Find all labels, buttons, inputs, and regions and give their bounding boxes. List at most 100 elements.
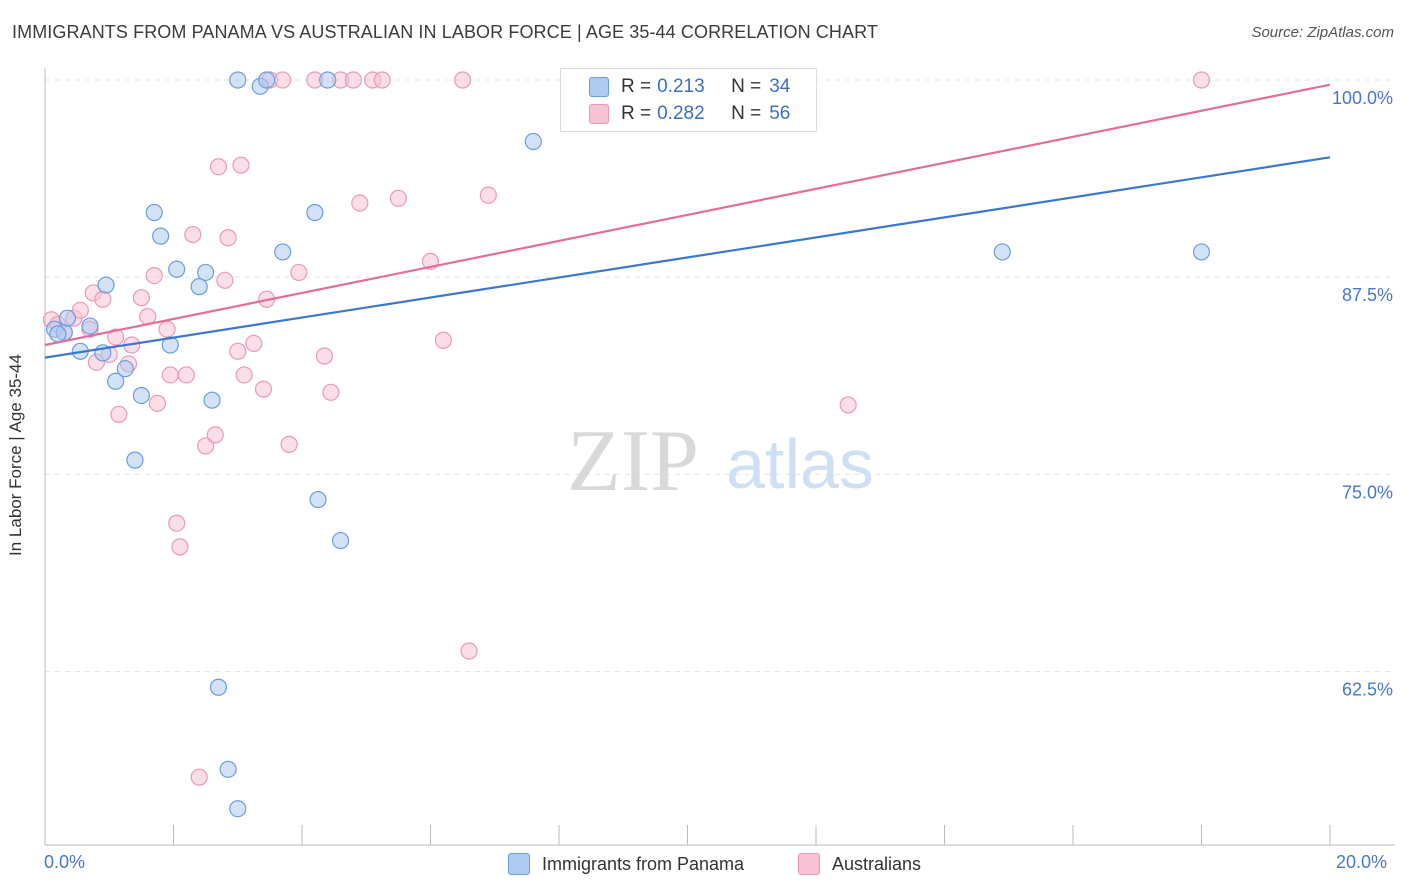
australians-point: [229, 342, 247, 360]
australians-point: [389, 189, 407, 207]
y-tick-label: 100.0%: [1332, 88, 1393, 108]
legend-n-value: 56: [769, 103, 791, 124]
australians-point: [344, 71, 362, 89]
australians-point: [107, 328, 125, 346]
legend-row-panama: R = 0.213 N = 34: [589, 75, 790, 99]
panama-point: [107, 372, 125, 390]
australians-point: [197, 437, 215, 455]
australians-point: [322, 383, 340, 401]
panama-point: [274, 243, 292, 261]
legend-n-label: N =: [731, 103, 762, 124]
bottom-legend-swatch-blue: [508, 853, 530, 875]
panama-point: [97, 276, 115, 294]
australians-point: [171, 538, 189, 556]
panama-point: [168, 260, 186, 278]
panama-point: [197, 263, 215, 282]
australians-point: [839, 396, 857, 414]
y-tick-label: 62.5%: [1342, 679, 1393, 699]
australians-points: [42, 71, 1211, 786]
australians-point: [280, 435, 298, 453]
panama-point: [126, 451, 144, 469]
australians-point: [168, 514, 186, 532]
bottom-legend-label: Immigrants from Panama: [542, 853, 745, 874]
panama-point: [152, 227, 170, 245]
legend-r-label: R =: [621, 76, 652, 97]
legend-n-value: 34: [769, 76, 791, 97]
bottom-legend-swatch-pink: [798, 853, 820, 875]
y-tick-label: 75.0%: [1342, 482, 1393, 502]
australians-point: [351, 194, 369, 212]
panama-point: [49, 325, 67, 343]
panama-point: [319, 71, 337, 89]
source-credit: Source: ZipAtlas.com: [1251, 24, 1394, 41]
australians-point: [315, 347, 334, 365]
legend-swatch-pink: [589, 104, 609, 124]
australians-point: [145, 266, 163, 285]
bottom-legend-label: Australians: [832, 853, 922, 874]
chart-title: IMMIGRANTS FROM PANAMA VS AUSTRALIAN IN …: [12, 22, 878, 42]
bottom-legend-australians: Australians: [798, 852, 921, 876]
watermark-atlas: atlas: [726, 425, 874, 503]
australians-point: [434, 331, 452, 349]
australians-point: [454, 71, 472, 89]
australians-point: [148, 394, 167, 412]
legend-row-australians: R = 0.282 N = 56: [589, 102, 790, 126]
australians-point: [71, 301, 89, 319]
panama-point: [58, 309, 77, 327]
australians-point: [232, 156, 250, 174]
axes: [44, 68, 1395, 846]
panama-point: [203, 391, 221, 409]
legend-r-value: 0.282: [657, 103, 705, 124]
australians-point: [184, 225, 202, 244]
legend-swatch-blue: [589, 77, 609, 97]
panama-point: [81, 317, 99, 335]
australians-point: [290, 263, 308, 282]
australians-point: [94, 290, 112, 308]
australians-point: [479, 186, 497, 204]
australians-point: [177, 366, 195, 384]
australians-point: [132, 289, 150, 307]
bottom-legend-panama: Immigrants from Panama: [508, 852, 744, 876]
australians-point: [274, 71, 292, 89]
australians-point: [206, 426, 224, 444]
x-axis-max-label: 20.0%: [1336, 852, 1388, 872]
australians-point: [1192, 71, 1211, 89]
watermark-zip: ZIP: [567, 413, 699, 510]
panama-point: [1192, 243, 1211, 261]
panama-point: [116, 360, 134, 378]
australians-point: [219, 229, 237, 247]
legend-n-label: N =: [731, 76, 762, 97]
australians-point: [110, 405, 128, 423]
panama-point: [258, 71, 276, 89]
australians-point: [254, 380, 273, 398]
australians-point: [216, 271, 234, 289]
australians-point: [161, 366, 179, 384]
australians-point: [373, 71, 391, 89]
panama-point: [190, 278, 208, 296]
australians-point: [245, 334, 263, 353]
stats-legend: R = 0.213 N = 34 R = 0.282 N = 56: [560, 68, 817, 132]
y-tick-label: 87.5%: [1342, 285, 1393, 305]
australians-trend-line: [44, 83, 1331, 347]
australians-point: [209, 158, 228, 176]
panama-point: [229, 800, 247, 818]
panama-point: [145, 203, 163, 222]
panama-point: [219, 760, 237, 778]
legend-r-value: 0.213: [657, 76, 705, 97]
panama-point: [306, 203, 324, 222]
legend-r-label: R =: [621, 103, 652, 124]
australians-point: [235, 366, 253, 384]
trend-lines: [44, 83, 1331, 359]
y-tick-labels: 100.0% 87.5% 75.0% 62.5%: [1332, 88, 1393, 699]
x-axis-min-label: 0.0%: [44, 852, 86, 872]
australians-point: [460, 642, 478, 660]
panama-point: [309, 490, 327, 509]
panama-point: [993, 243, 1011, 261]
panama-trend-line: [44, 156, 1331, 359]
watermark: ZIP atlas: [567, 413, 874, 510]
panama-point: [209, 678, 228, 696]
panama-point: [331, 531, 350, 550]
panama-point: [524, 132, 542, 151]
australians-point: [158, 320, 176, 338]
